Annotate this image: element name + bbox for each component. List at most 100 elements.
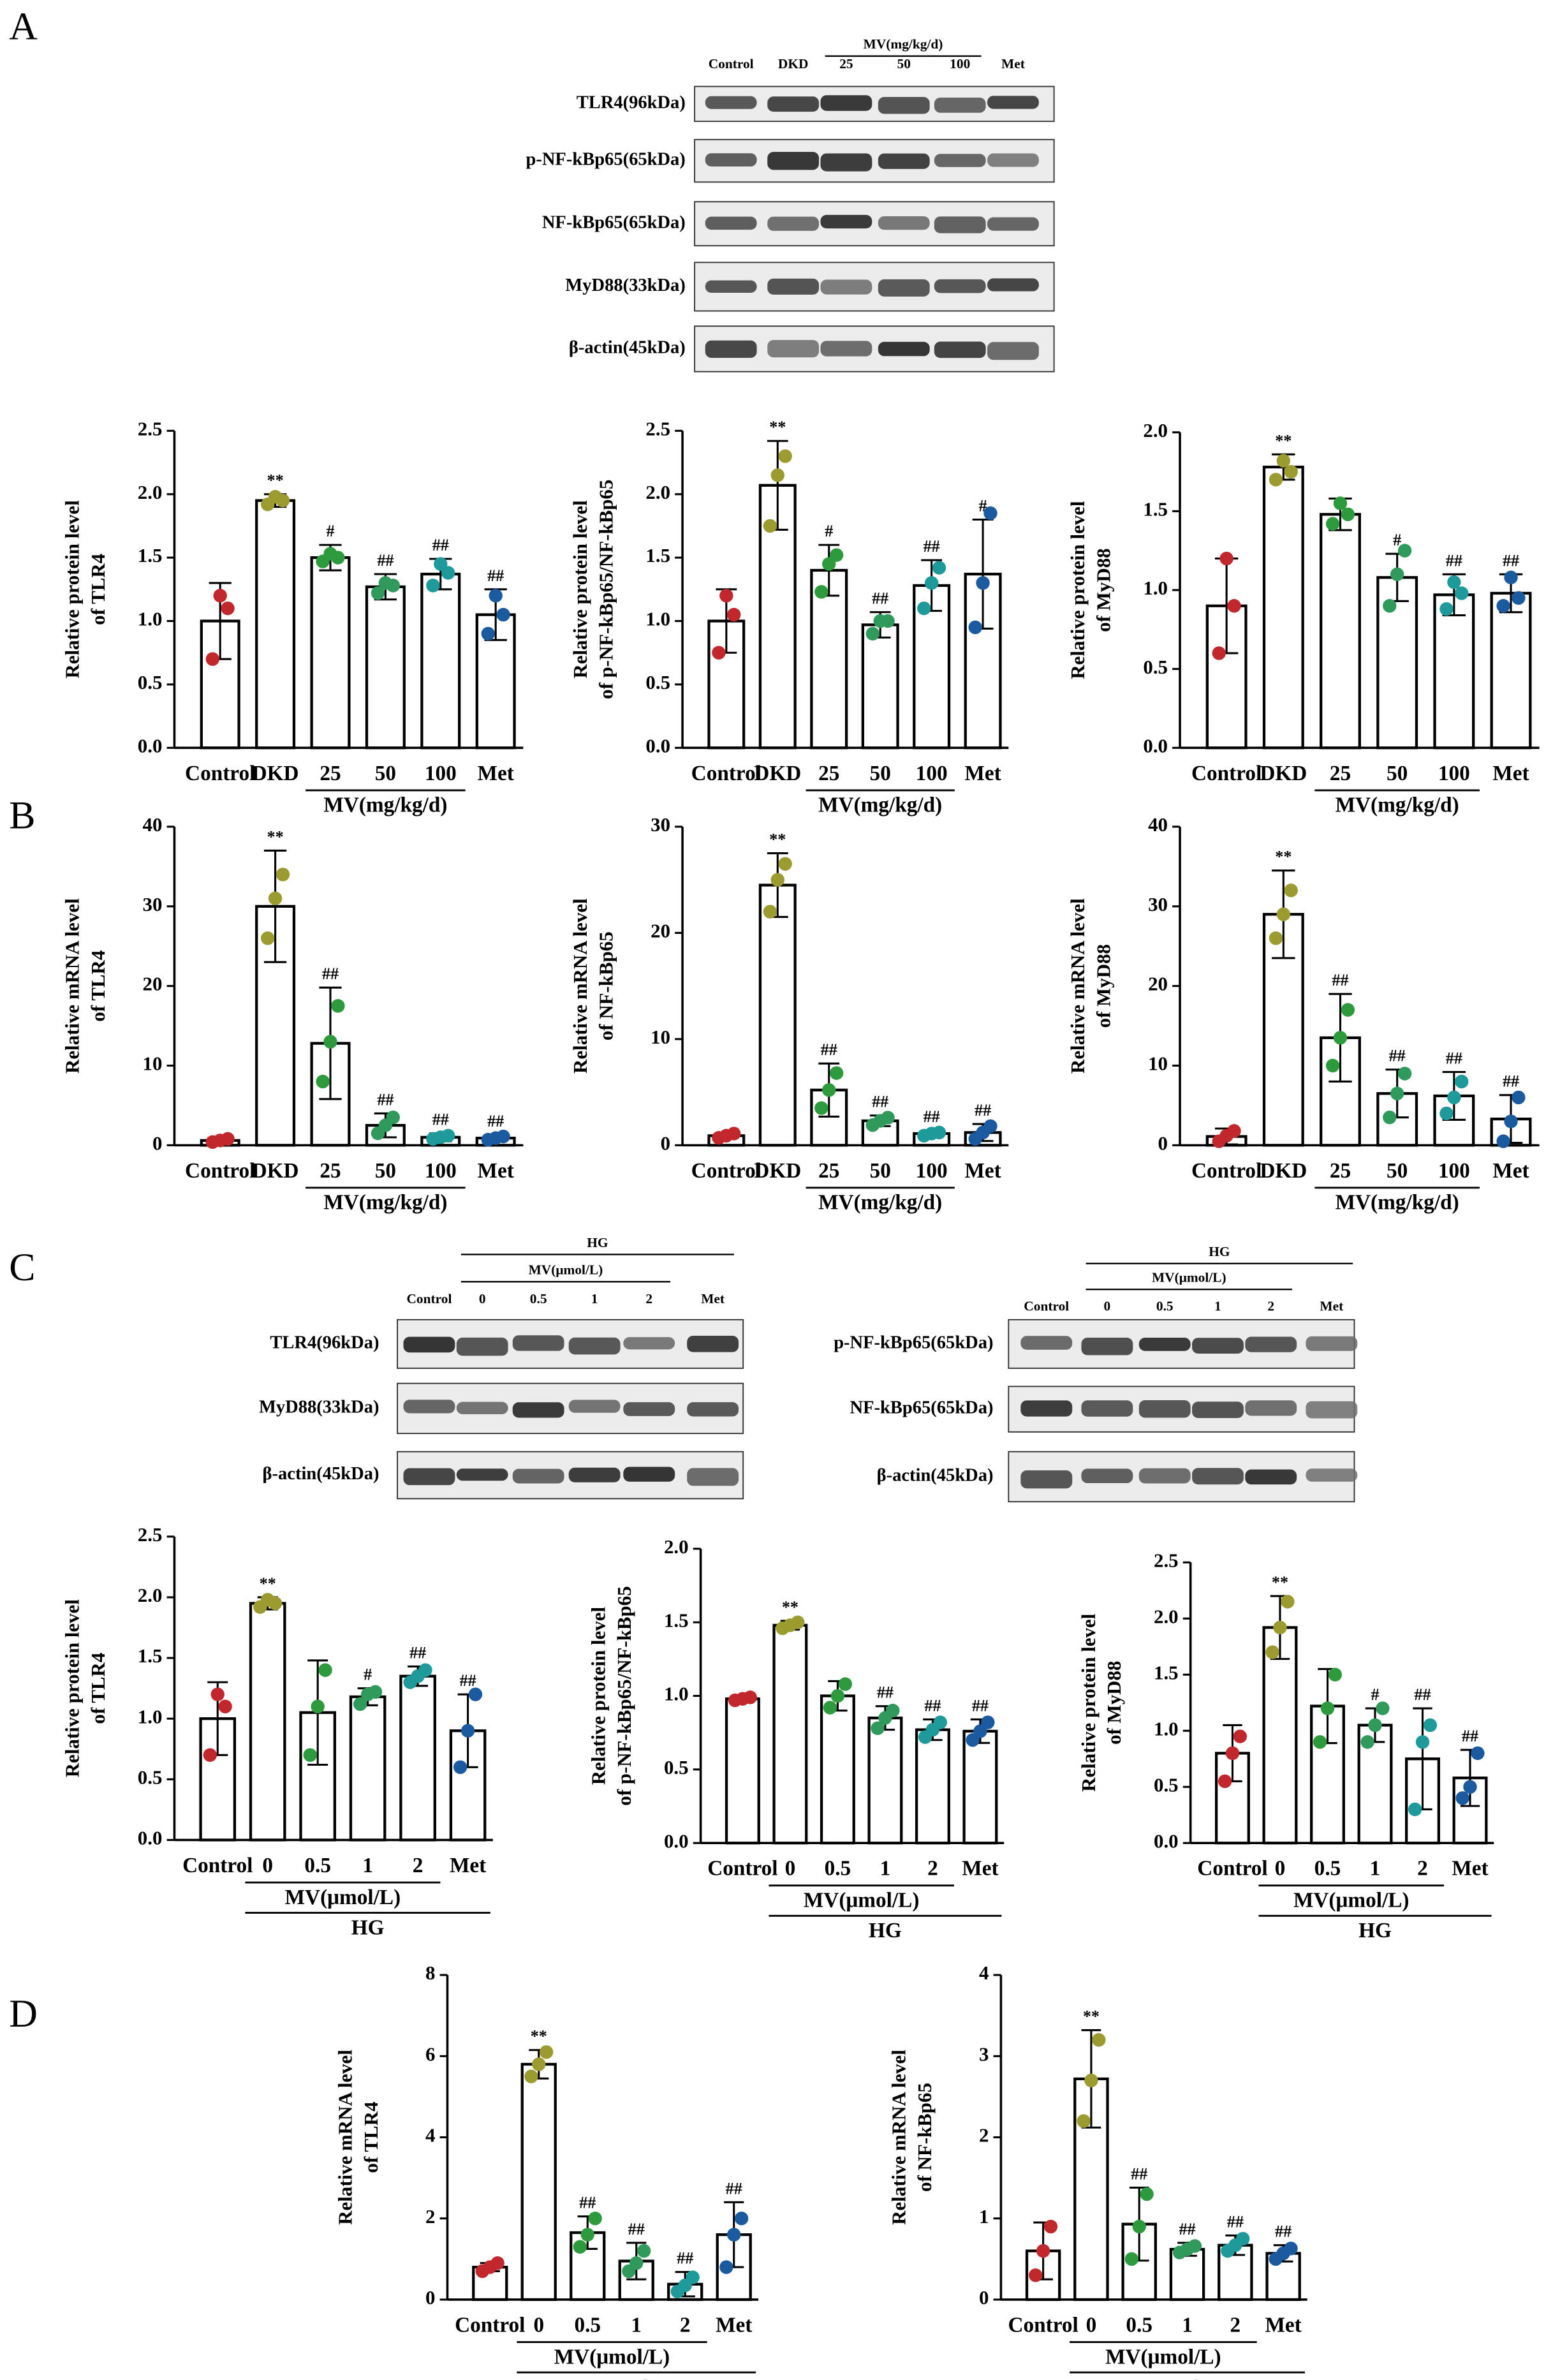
y-axis-label: of p-NF-kBp65/NF-kBp65: [595, 480, 617, 699]
significance-label: ##: [924, 537, 940, 556]
data-point: [532, 2057, 546, 2071]
significance-label: ##: [1389, 1047, 1406, 1065]
blot-band: [705, 216, 757, 230]
significance-label: **: [769, 418, 786, 436]
data-point: [1227, 599, 1241, 613]
bar: [420, 572, 461, 750]
data-point: [311, 1699, 325, 1713]
blot-band: [403, 1336, 455, 1353]
blot-band: [1020, 1470, 1073, 1489]
significance-label: ##: [1131, 2164, 1147, 2183]
lane-group-label: HG: [1209, 1244, 1230, 1259]
y-tick-label: 0.5: [664, 1756, 689, 1778]
group-label: MV(μmol/L): [1293, 1889, 1409, 1912]
blot-label: TLR4(96kDa): [577, 92, 686, 112]
data-point: [1276, 907, 1291, 922]
significance-label: ##: [924, 1696, 941, 1715]
data-point: [1512, 591, 1526, 605]
data-point: [481, 626, 495, 641]
bar: [1452, 1776, 1488, 1845]
data-point: [386, 1110, 400, 1125]
data-point: [1132, 2219, 1146, 2234]
group-label: MV(mg/kg/d): [323, 794, 447, 817]
blot-band: [987, 217, 1039, 231]
data-point: [1408, 1802, 1422, 1817]
blot-label: β-actin(45kDa): [877, 1465, 994, 1485]
bar: [1433, 593, 1475, 750]
data-point: [213, 589, 227, 603]
significance-label: #: [326, 522, 334, 540]
group-label: MV(mg/kg/d): [323, 1191, 447, 1215]
data-point: [1320, 1701, 1335, 1715]
blot-band: [623, 1467, 675, 1482]
x-tick-label: 100: [425, 762, 457, 785]
group-label: MV(mg/kg/d): [818, 1191, 942, 1215]
y-tick-label: 6: [425, 2043, 435, 2065]
y-tick-label: 1.5: [1143, 498, 1168, 520]
lane-label: DKD: [778, 56, 809, 71]
data-point: [1284, 464, 1298, 479]
data-point: [1397, 543, 1412, 558]
blot-band: [820, 214, 872, 229]
data-point: [221, 601, 235, 616]
lane-label: Met: [701, 1291, 725, 1306]
blot-band: [878, 216, 930, 230]
y-tick-label: 20: [143, 973, 163, 995]
significance-label: ##: [872, 1093, 888, 1111]
y-tick-label: 0.0: [1143, 734, 1168, 757]
blot-band: [1306, 1468, 1358, 1482]
data-point: [881, 1111, 895, 1125]
panel-letter: A: [9, 5, 38, 48]
lane-label: 0: [479, 1291, 486, 1306]
bar: [255, 499, 296, 750]
blot-band: [820, 95, 872, 111]
significance-label: ##: [1227, 2212, 1244, 2231]
data-point: [763, 905, 777, 919]
x-tick-label: 0.5: [574, 2313, 601, 2337]
data-point: [1077, 2114, 1091, 2128]
data-point: [1415, 1735, 1430, 1749]
significance-label: **: [1083, 2007, 1100, 2026]
x-tick-label: 0: [533, 2313, 544, 2337]
bar: [349, 1695, 386, 1842]
y-axis-label: of NF-kBp65: [913, 2083, 936, 2192]
y-tick-label: 20: [1148, 973, 1168, 995]
x-tick-label: 50: [375, 1159, 396, 1183]
group-label: HG: [1171, 2376, 1204, 2380]
data-point: [316, 1074, 330, 1089]
data-point: [829, 1066, 844, 1080]
data-point: [1439, 602, 1454, 616]
significance-label: ##: [1275, 2222, 1292, 2241]
data-point: [1284, 883, 1298, 898]
significance-label: **: [260, 1574, 276, 1593]
x-tick-label: 50: [870, 762, 891, 785]
data-point: [1390, 1086, 1404, 1100]
data-point: [1188, 2239, 1202, 2253]
blot-band: [687, 1468, 739, 1486]
x-tick-label: Control: [182, 1854, 253, 1877]
y-axis-label: of NF-kBp65: [595, 931, 617, 1040]
blot-label: TLR4(96kDa): [270, 1333, 379, 1352]
significance-label: ##: [1503, 1072, 1519, 1091]
blot-band: [687, 1402, 739, 1417]
blot-label: p-NF-kBp65(65kDa): [834, 1333, 993, 1352]
data-point: [1360, 1735, 1374, 1749]
x-tick-label: Control: [1191, 1159, 1262, 1183]
y-tick-label: 1: [979, 2205, 989, 2228]
x-tick-label: 50: [870, 1159, 891, 1183]
y-tick-label: 40: [1148, 813, 1168, 836]
blot-band: [934, 279, 986, 293]
blot-band: [568, 1467, 621, 1482]
x-tick-label: 25: [320, 762, 341, 785]
x-tick-label: Met: [964, 762, 1001, 785]
y-tick-label: 30: [1148, 893, 1168, 915]
blot-band: [987, 96, 1039, 109]
significance-label: ##: [1332, 971, 1348, 989]
data-point: [933, 1715, 948, 1729]
bar: [249, 1602, 286, 1842]
blot-label: MyD88(33kDa): [565, 276, 686, 295]
data-point: [932, 561, 946, 575]
blot-band: [1138, 1468, 1191, 1484]
data-point: [1212, 646, 1226, 660]
y-tick-label: 1.5: [645, 544, 670, 566]
